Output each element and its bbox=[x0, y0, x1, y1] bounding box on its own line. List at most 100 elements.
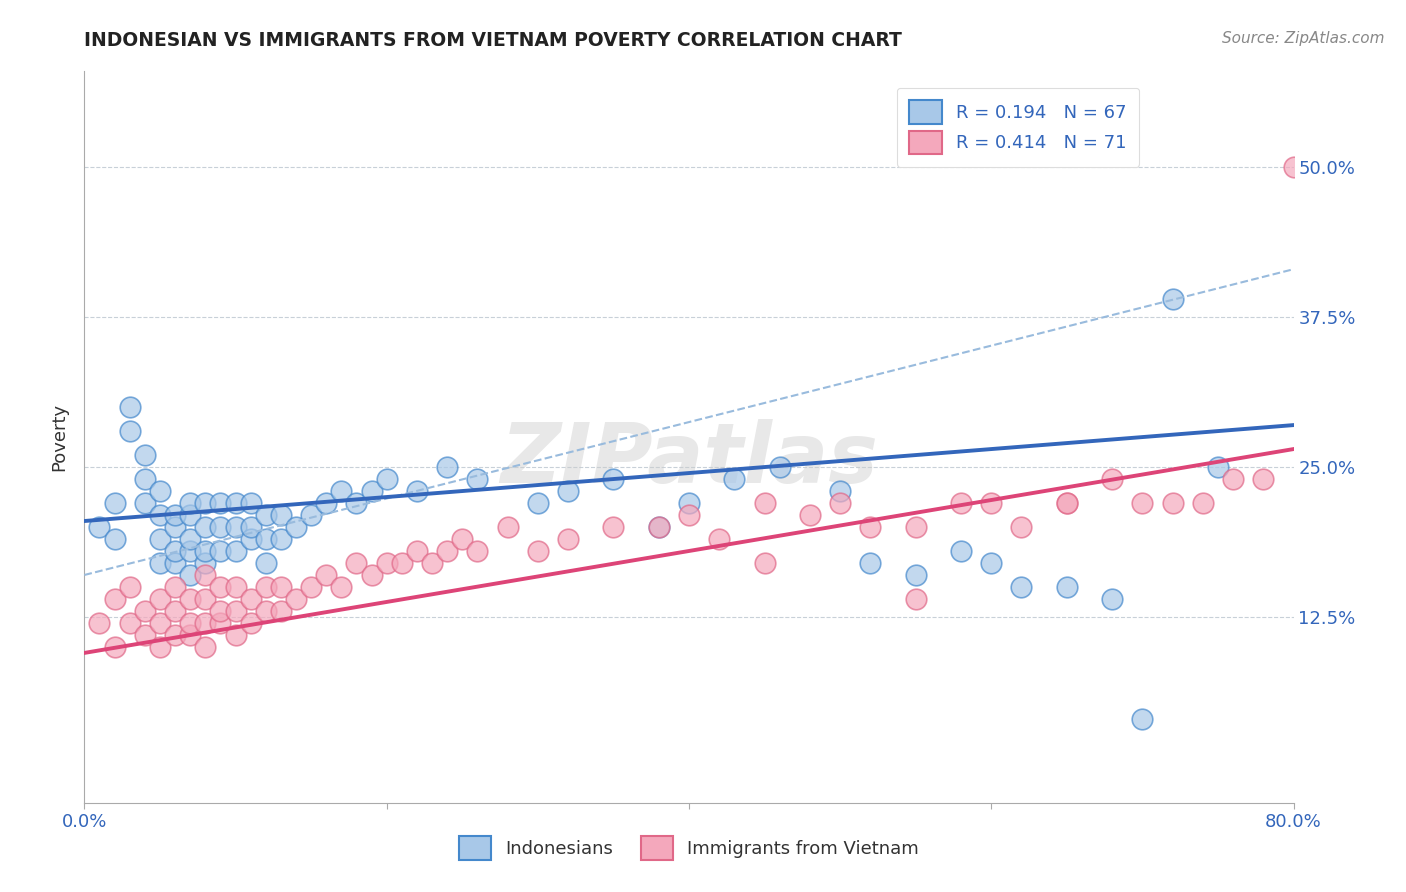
Point bbox=[165, 520, 187, 534]
Point bbox=[1011, 520, 1033, 534]
Point bbox=[754, 496, 776, 510]
Point bbox=[980, 496, 1002, 510]
Point bbox=[239, 496, 262, 510]
Point bbox=[165, 604, 187, 618]
Point bbox=[346, 556, 368, 570]
Point bbox=[406, 544, 429, 558]
Point bbox=[149, 615, 172, 630]
Point bbox=[104, 640, 127, 654]
Point bbox=[254, 604, 277, 618]
Point bbox=[194, 520, 217, 534]
Point bbox=[1101, 591, 1123, 606]
Point bbox=[179, 544, 201, 558]
Point bbox=[118, 580, 141, 594]
Point bbox=[285, 520, 308, 534]
Point bbox=[330, 580, 353, 594]
Point bbox=[678, 496, 700, 510]
Point bbox=[1253, 472, 1275, 486]
Point bbox=[1011, 580, 1033, 594]
Point bbox=[451, 532, 474, 546]
Point bbox=[391, 556, 413, 570]
Point bbox=[1056, 580, 1078, 594]
Point bbox=[239, 532, 262, 546]
Point bbox=[1222, 472, 1244, 486]
Point bbox=[420, 556, 443, 570]
Point bbox=[950, 544, 973, 558]
Point bbox=[315, 568, 337, 582]
Point bbox=[360, 568, 382, 582]
Point bbox=[1206, 460, 1229, 475]
Point bbox=[1101, 472, 1123, 486]
Point bbox=[799, 508, 821, 522]
Point bbox=[375, 472, 398, 486]
Point bbox=[134, 472, 156, 486]
Point bbox=[1056, 496, 1078, 510]
Point bbox=[904, 568, 927, 582]
Point bbox=[557, 532, 579, 546]
Point bbox=[118, 400, 141, 414]
Point bbox=[1130, 496, 1153, 510]
Point bbox=[859, 556, 882, 570]
Point bbox=[254, 508, 277, 522]
Point bbox=[239, 615, 262, 630]
Point bbox=[270, 580, 292, 594]
Point bbox=[648, 520, 671, 534]
Point bbox=[254, 532, 277, 546]
Point bbox=[859, 520, 882, 534]
Point bbox=[254, 556, 277, 570]
Point bbox=[299, 508, 322, 522]
Point bbox=[179, 508, 201, 522]
Point bbox=[239, 591, 262, 606]
Point bbox=[225, 544, 247, 558]
Point bbox=[270, 532, 292, 546]
Point bbox=[179, 496, 201, 510]
Point bbox=[89, 520, 111, 534]
Point bbox=[285, 591, 308, 606]
Legend: Indonesians, Immigrants from Vietnam: Indonesians, Immigrants from Vietnam bbox=[451, 830, 927, 867]
Point bbox=[270, 604, 292, 618]
Point bbox=[270, 508, 292, 522]
Point bbox=[104, 591, 127, 606]
Point bbox=[980, 556, 1002, 570]
Point bbox=[209, 496, 232, 510]
Point bbox=[179, 568, 201, 582]
Point bbox=[179, 615, 201, 630]
Point bbox=[209, 604, 232, 618]
Point bbox=[179, 628, 201, 642]
Text: ZIPatlas: ZIPatlas bbox=[501, 418, 877, 500]
Point bbox=[118, 615, 141, 630]
Point bbox=[648, 520, 671, 534]
Point bbox=[225, 520, 247, 534]
Point bbox=[149, 483, 172, 498]
Point bbox=[602, 520, 624, 534]
Point bbox=[436, 460, 458, 475]
Point bbox=[179, 591, 201, 606]
Point bbox=[239, 520, 262, 534]
Point bbox=[557, 483, 579, 498]
Point bbox=[254, 580, 277, 594]
Point bbox=[209, 520, 232, 534]
Point bbox=[375, 556, 398, 570]
Point bbox=[149, 532, 172, 546]
Point bbox=[225, 628, 247, 642]
Point bbox=[89, 615, 111, 630]
Point bbox=[209, 544, 232, 558]
Point bbox=[165, 508, 187, 522]
Point bbox=[104, 496, 127, 510]
Point bbox=[225, 580, 247, 594]
Point bbox=[1192, 496, 1215, 510]
Point bbox=[709, 532, 731, 546]
Point bbox=[194, 544, 217, 558]
Point bbox=[149, 591, 172, 606]
Point bbox=[602, 472, 624, 486]
Point bbox=[194, 591, 217, 606]
Point bbox=[330, 483, 353, 498]
Point bbox=[527, 496, 550, 510]
Point bbox=[315, 496, 337, 510]
Point bbox=[194, 615, 217, 630]
Point bbox=[467, 544, 489, 558]
Point bbox=[104, 532, 127, 546]
Point bbox=[346, 496, 368, 510]
Point bbox=[299, 580, 322, 594]
Point bbox=[134, 604, 156, 618]
